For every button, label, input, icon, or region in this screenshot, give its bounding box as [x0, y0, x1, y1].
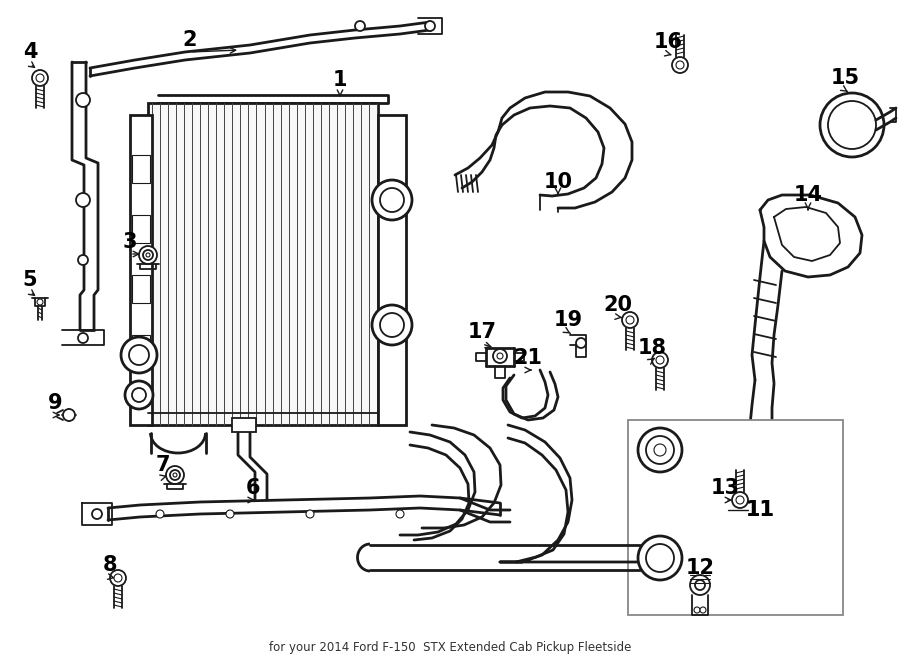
Circle shape — [652, 352, 668, 368]
Circle shape — [638, 536, 682, 580]
Circle shape — [622, 312, 638, 328]
Circle shape — [497, 353, 503, 359]
Circle shape — [732, 492, 748, 508]
Circle shape — [355, 21, 365, 31]
Circle shape — [132, 388, 146, 402]
Circle shape — [36, 74, 44, 82]
Text: 11: 11 — [745, 500, 775, 520]
Circle shape — [700, 607, 706, 613]
Circle shape — [380, 188, 404, 212]
Text: 16: 16 — [653, 32, 682, 52]
Text: 15: 15 — [831, 68, 860, 88]
Bar — [232, 418, 256, 432]
Circle shape — [695, 580, 705, 590]
Circle shape — [676, 61, 684, 69]
Circle shape — [380, 313, 404, 337]
Text: 9: 9 — [48, 393, 62, 413]
Text: 10: 10 — [544, 172, 572, 192]
Text: 11: 11 — [745, 500, 775, 520]
Circle shape — [76, 93, 90, 107]
Circle shape — [92, 509, 102, 519]
Bar — [132, 155, 150, 183]
Text: for your 2014 Ford F-150  STX Extended Cab Pickup Fleetside: for your 2014 Ford F-150 STX Extended Ca… — [269, 641, 631, 655]
Circle shape — [646, 436, 674, 464]
Text: 14: 14 — [794, 185, 823, 205]
Circle shape — [690, 575, 710, 595]
Circle shape — [143, 250, 153, 260]
Bar — [132, 215, 150, 243]
Circle shape — [37, 299, 43, 305]
Text: 2: 2 — [183, 30, 197, 50]
Text: 4: 4 — [22, 42, 37, 62]
Circle shape — [125, 381, 153, 409]
Text: 13: 13 — [710, 478, 740, 498]
Circle shape — [372, 180, 412, 220]
Text: 7: 7 — [156, 455, 170, 475]
Circle shape — [129, 345, 149, 365]
Circle shape — [173, 473, 177, 477]
Circle shape — [306, 510, 314, 518]
Circle shape — [63, 409, 75, 421]
Circle shape — [78, 255, 88, 265]
Circle shape — [139, 246, 157, 264]
Circle shape — [156, 510, 164, 518]
Bar — [132, 275, 150, 303]
Circle shape — [32, 70, 48, 86]
Circle shape — [78, 333, 88, 343]
Text: 6: 6 — [246, 478, 260, 498]
Text: 1: 1 — [333, 70, 347, 90]
Circle shape — [146, 253, 150, 257]
Circle shape — [736, 496, 744, 504]
Text: 17: 17 — [467, 322, 497, 342]
Circle shape — [114, 574, 122, 582]
Text: 8: 8 — [103, 555, 117, 575]
Circle shape — [694, 607, 700, 613]
Text: 5: 5 — [22, 270, 37, 290]
Circle shape — [396, 510, 404, 518]
Bar — [378, 115, 406, 425]
Text: 12: 12 — [686, 558, 715, 578]
Circle shape — [110, 570, 126, 586]
Circle shape — [820, 93, 884, 157]
Circle shape — [656, 356, 664, 364]
Circle shape — [121, 337, 157, 373]
Text: 21: 21 — [514, 348, 543, 368]
Circle shape — [493, 349, 507, 363]
Text: 19: 19 — [554, 310, 582, 330]
Text: 18: 18 — [637, 338, 667, 358]
Circle shape — [646, 544, 674, 572]
Circle shape — [626, 316, 634, 324]
Circle shape — [170, 470, 180, 480]
Circle shape — [166, 466, 184, 484]
Circle shape — [638, 428, 682, 472]
Bar — [148, 103, 378, 425]
Text: 20: 20 — [604, 295, 633, 315]
Circle shape — [425, 21, 435, 31]
Text: 3: 3 — [122, 232, 137, 252]
Bar — [628, 420, 843, 615]
Circle shape — [654, 444, 666, 456]
Bar — [132, 335, 150, 363]
Circle shape — [372, 305, 412, 345]
Circle shape — [672, 57, 688, 73]
Bar — [130, 115, 152, 425]
Circle shape — [576, 338, 586, 348]
Circle shape — [76, 193, 90, 207]
Circle shape — [226, 510, 234, 518]
Circle shape — [828, 101, 876, 149]
